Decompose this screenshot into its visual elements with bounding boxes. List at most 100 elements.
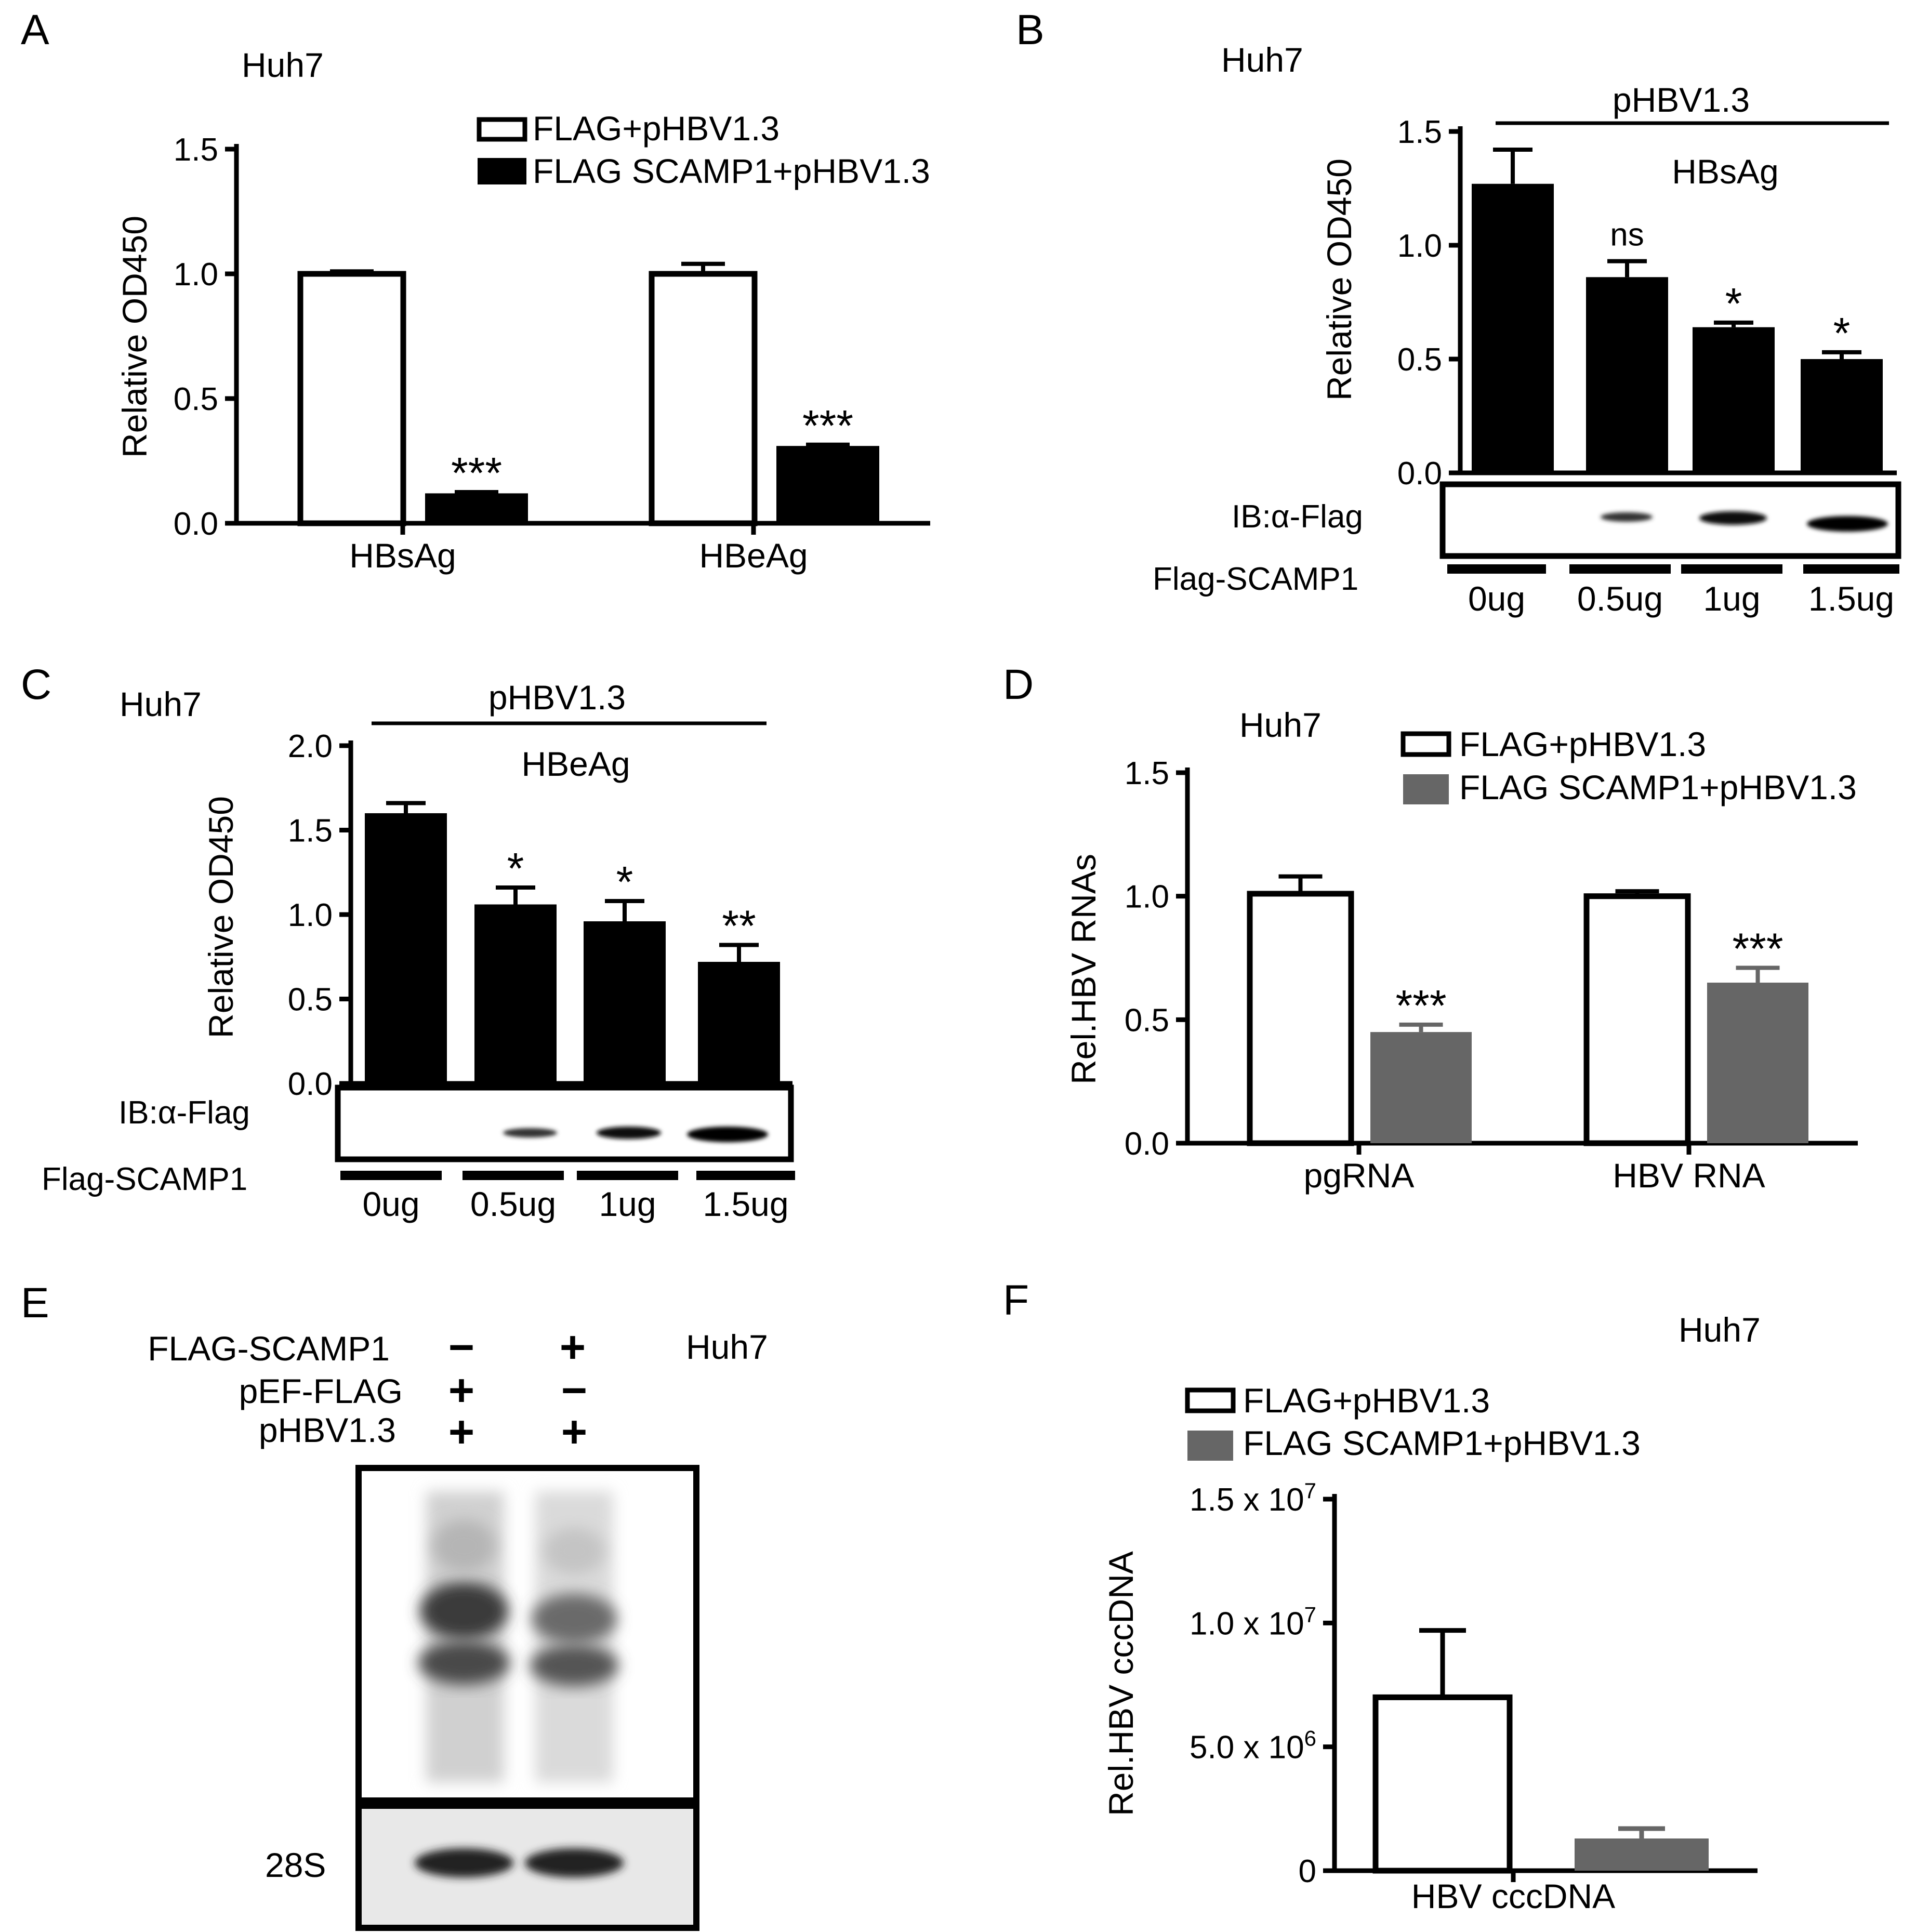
legend-label-flag-f: FLAG+pHBV1.3 xyxy=(1243,1381,1490,1420)
significance-label-1ug: * xyxy=(616,857,633,906)
panel-letter-f: F xyxy=(1003,1277,1029,1324)
panel-d: D Huh7 FLAG+pHBV1.3 FLAG SCAMP1+pHBV1.3 … xyxy=(1003,661,1858,1195)
blot-label-c: IB:α-Flag xyxy=(118,1095,250,1131)
rrna-band-lane1 xyxy=(415,1848,513,1877)
rrna-band-lane2 xyxy=(525,1848,624,1877)
bar-hbv-cccdna-scamp1 xyxy=(1575,1838,1709,1871)
legend-swatch-flag-f xyxy=(1185,1387,1236,1413)
sign-flag-scamp1-lane1: − xyxy=(448,1322,474,1372)
chart-title-b: HBsAg xyxy=(1672,152,1778,191)
blot-band-b-0-5ug xyxy=(1601,512,1653,522)
dose-axis-b: 0ug 0.5ug 1ug 1.5ug xyxy=(1447,564,1899,618)
panel-letter-d: D xyxy=(1003,661,1034,708)
chart-b: 0.0 0.5 1.0 1.5 ns * * xyxy=(1397,114,1897,492)
y-tick-label: 1.5 xyxy=(1125,756,1169,791)
legend-d: FLAG+pHBV1.3 FLAG SCAMP1+pHBV1.3 xyxy=(1400,725,1857,806)
dose-label-0-5ug: 0.5ug xyxy=(470,1185,556,1223)
legend-swatch-flag xyxy=(477,117,527,142)
row-label-phbv: pHBV1.3 xyxy=(259,1411,396,1449)
chart-a: 0.0 0.5 1.0 1.5 *** HBsAg *** HBeAg xyxy=(174,132,930,575)
legend-a: FLAG+pHBV1.3 FLAG SCAMP1+pHBV1.3 xyxy=(477,109,930,190)
y-tick-label: 1.0 xyxy=(1397,228,1442,264)
y-tick-label: 0.0 xyxy=(174,506,218,542)
x-category-label-hbeag: HBeAg xyxy=(699,536,808,575)
bar-0ug xyxy=(1472,183,1554,473)
bar-1-5ug xyxy=(698,962,780,1083)
western-blot-b xyxy=(1439,481,1901,559)
row-label-c: Flag-SCAMP1 xyxy=(42,1161,247,1197)
y-tick-label: 0.0 xyxy=(1397,456,1442,492)
dose-label-0ug: 0ug xyxy=(362,1185,419,1223)
significance-label-1ug: * xyxy=(1725,279,1742,328)
y-tick-label: 0.5 xyxy=(288,982,333,1018)
bar-1ug xyxy=(584,921,666,1083)
lane2-lower-band xyxy=(530,1645,618,1686)
legend-f: FLAG+pHBV1.3 FLAG SCAMP1+pHBV1.3 xyxy=(1185,1381,1641,1462)
bar-pgrna-flag xyxy=(1247,891,1354,1146)
panel-c: C Huh7 pHBV1.3 HBeAg Relative OD450 0.0 0… xyxy=(21,661,795,1223)
cell-line-label-a: Huh7 xyxy=(242,46,324,84)
legend-label-flag-d: FLAG+pHBV1.3 xyxy=(1459,725,1706,763)
treatment-label-b: pHBV1.3 xyxy=(1613,81,1750,119)
y-tick-label: 0.0 xyxy=(1125,1126,1169,1162)
x-category-label-hbv-rna: HBV RNA xyxy=(1613,1156,1765,1195)
bar-hbsag-flag xyxy=(297,271,406,526)
blot-band-c-1-5ug xyxy=(687,1127,768,1142)
chart-f: 0 5.0 x 106 1.0 x 107 1.5 x 107 HBV cccDNA xyxy=(1190,1478,1758,1915)
y-tick-label: 0.5 xyxy=(1397,342,1442,378)
y-tick-label: 2.0 xyxy=(288,729,333,764)
sign-phbv-lane1: + xyxy=(448,1407,474,1457)
lane1-top-smear xyxy=(433,1520,495,1572)
bar-0-5ug xyxy=(1586,277,1668,473)
cell-line-label-f: Huh7 xyxy=(1679,1311,1761,1349)
y-tick-label: 1.5 x 107 xyxy=(1190,1478,1316,1518)
row-label-pef-flag: pEF-FLAG xyxy=(239,1372,403,1410)
legend-swatch-scamp1-d xyxy=(1403,774,1449,804)
row-label-flag-scamp1: FLAG-SCAMP1 xyxy=(148,1329,390,1368)
bar-hbeag-flag xyxy=(649,271,758,526)
lane2-top-smear xyxy=(544,1528,604,1574)
y-tick-label: 1.5 xyxy=(288,813,333,849)
loading-control-label: 28S xyxy=(265,1846,326,1884)
chart-title-c: HBeAg xyxy=(521,745,630,783)
cell-line-label-e: Huh7 xyxy=(686,1328,768,1366)
sign-flag-scamp1-lane2: + xyxy=(560,1322,586,1372)
row-label-b: Flag-SCAMP1 xyxy=(1153,561,1358,597)
y-tick-label: 1.0 xyxy=(174,257,218,293)
y-tick-label: 1.0 xyxy=(1125,879,1169,915)
bar-1-5ug xyxy=(1801,359,1883,473)
y-axis-title-f: Rel.HBV cccDNA xyxy=(1102,1551,1140,1816)
legend-swatch-scamp1-f xyxy=(1187,1431,1233,1461)
bar-1ug xyxy=(1693,327,1775,473)
western-blot-c xyxy=(335,1084,794,1162)
chart-d: 0.0 0.5 1.0 1.5 *** pgRNA *** HBV RNA xyxy=(1125,756,1858,1195)
y-axis-title-c: Relative OD450 xyxy=(202,796,240,1038)
y-tick-label: 1.0 x 107 xyxy=(1190,1602,1316,1642)
significance-label-hbsag: *** xyxy=(451,448,502,497)
dose-label-0ug: 0ug xyxy=(1468,579,1525,618)
treatment-table-e: FLAG-SCAMP1 − + pEF-FLAG + − pHBV1.3 + + xyxy=(148,1322,587,1457)
bar-hbv-rna-scamp1 xyxy=(1707,983,1808,1143)
treatment-label-c: pHBV1.3 xyxy=(488,678,626,717)
y-tick-label: 1.5 xyxy=(1397,114,1442,150)
sign-pef-flag-lane2: − xyxy=(561,1366,587,1415)
legend-swatch-scamp1 xyxy=(478,158,526,184)
bar-hbv-cccdna-flag xyxy=(1372,1694,1513,1874)
bar-0ug xyxy=(365,813,447,1083)
blot-band-c-1ug xyxy=(597,1127,661,1139)
significance-label-0-5ug: ns xyxy=(1610,217,1644,253)
blot-label-b: IB:α-Flag xyxy=(1232,499,1363,535)
lane1-upper-band xyxy=(420,1582,508,1639)
panel-letter-b: B xyxy=(1016,6,1045,54)
bar-pgrna-scamp1 xyxy=(1370,1032,1472,1143)
cell-line-label-c: Huh7 xyxy=(120,685,202,723)
bar-hbeag-scamp1 xyxy=(776,446,879,523)
legend-label-flag: FLAG+pHBV1.3 xyxy=(533,109,779,148)
lane2-upper-band xyxy=(532,1594,617,1644)
y-axis-title-d: Rel.HBV RNAs xyxy=(1064,854,1103,1084)
y-axis-title-b: Relative OD450 xyxy=(1320,158,1358,401)
panel-letter-a: A xyxy=(21,6,49,54)
y-tick-label: 1.0 xyxy=(288,897,333,933)
panel-f: F Huh7 FLAG+pHBV1.3 FLAG SCAMP1+pHBV1.3 … xyxy=(1003,1277,1761,1915)
x-category-label-pgrna: pgRNA xyxy=(1304,1156,1415,1195)
